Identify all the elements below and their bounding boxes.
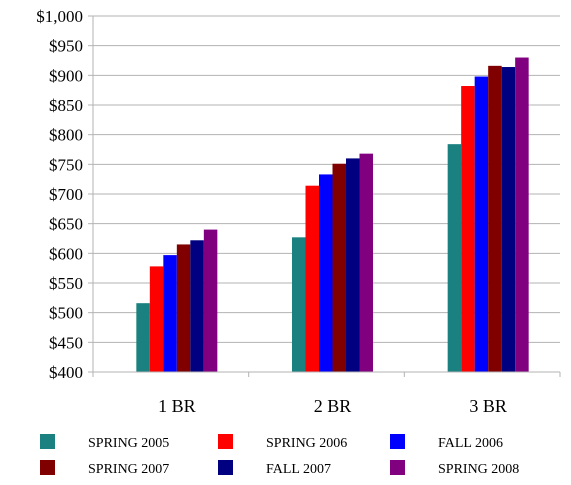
bar xyxy=(190,240,204,372)
axes xyxy=(88,15,561,377)
y-tick-label: $450 xyxy=(49,333,83,352)
legend-label: FALL 2006 xyxy=(438,436,503,451)
y-tick-label: $1,000 xyxy=(36,7,83,26)
legend-label: SPRING 2005 xyxy=(88,436,169,451)
bar xyxy=(176,244,191,372)
bar xyxy=(203,229,218,372)
bar xyxy=(305,185,319,372)
bars xyxy=(136,57,529,373)
y-tick-label: $750 xyxy=(49,155,83,174)
bar xyxy=(359,153,373,372)
legend-swatch xyxy=(40,434,55,449)
bar xyxy=(346,158,360,372)
y-tick-label: $950 xyxy=(49,37,83,56)
legend-label: SPRING 2008 xyxy=(438,462,519,477)
y-tick-label: $900 xyxy=(49,66,83,85)
legend-item: SPRING 2005 xyxy=(40,434,169,451)
legend-item: SPRING 2006 xyxy=(218,434,347,451)
legend-swatch xyxy=(218,434,233,449)
x-category-label: 2 BR xyxy=(314,396,352,416)
legend-item: SPRING 2007 xyxy=(40,460,169,477)
bar xyxy=(447,144,462,372)
legend-swatch xyxy=(390,434,405,449)
bar xyxy=(488,65,502,372)
legend-item: SPRING 2008 xyxy=(390,460,519,477)
bar xyxy=(515,57,529,373)
legend-label: SPRING 2007 xyxy=(88,462,169,477)
legend-swatch xyxy=(218,460,233,475)
legend-label: SPRING 2006 xyxy=(266,436,347,451)
bar xyxy=(292,237,306,372)
y-tick-label: $400 xyxy=(49,363,83,382)
bar xyxy=(332,163,346,372)
bar xyxy=(461,86,475,372)
y-tick-label: $850 xyxy=(49,96,83,115)
legend-swatch xyxy=(390,460,405,475)
legend: SPRING 2005 SPRING 2006 FALL 2006 SPRING 20… xyxy=(40,434,519,477)
legend-item: FALL 2006 xyxy=(390,434,503,451)
x-category-label: 3 BR xyxy=(469,396,507,416)
legend-item: FALL 2007 xyxy=(218,460,331,477)
legend-label: FALL 2007 xyxy=(266,462,331,477)
y-tick-label: $600 xyxy=(49,244,83,263)
y-tick-label: $500 xyxy=(49,304,83,323)
bar xyxy=(319,174,333,372)
y-tick-label: $550 xyxy=(49,274,83,293)
x-category-label: 1 BR xyxy=(158,396,196,416)
bar xyxy=(163,255,177,372)
y-axis-ticks: $400 $450 $500 $550 $600 $650 $700 $750 $800 $850… xyxy=(36,7,83,382)
bar xyxy=(136,303,150,372)
bar xyxy=(474,76,489,373)
y-tick-label: $650 xyxy=(49,215,83,234)
y-tick-label: $800 xyxy=(49,126,83,145)
y-tick-label: $700 xyxy=(49,185,83,204)
legend-swatch xyxy=(40,460,55,475)
bar xyxy=(501,67,516,372)
x-axis-categories: 1 BR 2 BR 3 BR xyxy=(158,396,507,416)
bar xyxy=(149,266,164,372)
